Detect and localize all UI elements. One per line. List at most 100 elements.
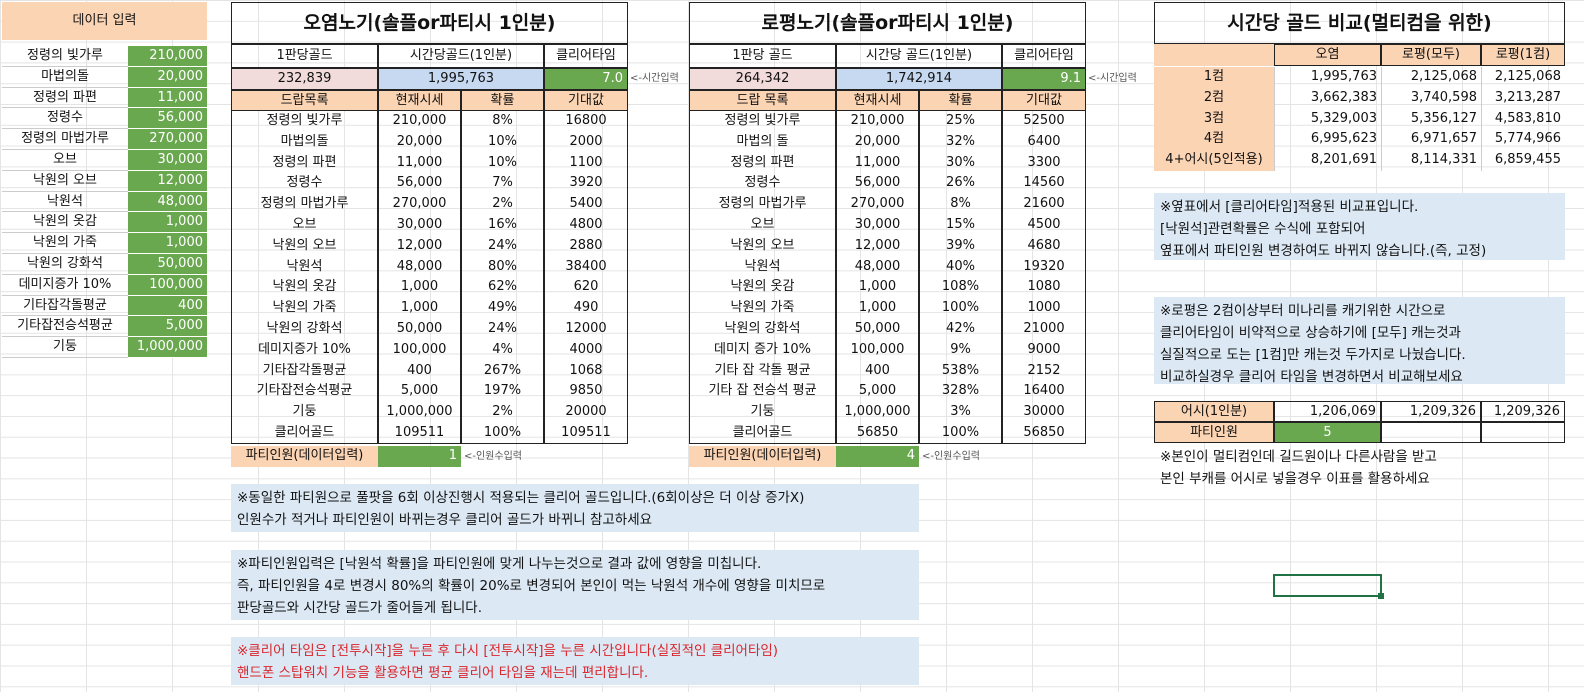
ropyeong-drop-cell: 50,000 [836,319,919,340]
ropyeong-drop-header: 기대값 [1002,90,1086,111]
compare-cell: 5,329,003 [1274,108,1381,130]
oyeom-drop-cell: 80% [461,256,544,278]
compare-cell: 5,356,127 [1381,108,1481,130]
oyeom-drop-cell: 낙원의 강화석 [231,319,378,340]
compare-cell: 3,740,598 [1381,87,1481,109]
oyeom-clear-time-input[interactable]: 7.0 [544,68,628,90]
oyeom-gold-per-run: 232,839 [231,68,378,90]
ropyeong-drop-cell: 1,000 [836,277,919,299]
oyeom-drop-cell: 오브 [231,215,378,236]
compare-cell: 2,125,068 [1381,67,1481,88]
assist-label: 어시(1인분) [1154,401,1274,422]
oyeom-drop-cell: 267% [461,360,544,382]
ropyeong-drop-cell: 오브 [689,215,836,236]
input-item-value[interactable]: 50,000 [128,254,207,275]
oyeom-drop-cell: 5400 [544,194,628,215]
input-item-value[interactable]: 11,000 [128,87,207,109]
note-line: 핸드폰 스탑워치 기능을 활용하면 평균 클리어 타임을 재는데 편리합니다. [237,665,649,681]
selected-cell[interactable] [1273,574,1382,597]
note-line: ※옆표에서 [클리어타임]적용된 비교표입니다. [1160,199,1419,215]
input-item-name: 낙원의 강화석 [2,254,128,275]
input-item-value[interactable]: 56,000 [128,108,207,130]
ropyeong-drop-cell: 15% [919,215,1002,236]
oyeom-drop-cell: 2% [461,402,544,423]
note-line: 클리어타임이 비약적으로 상승하기에 [모두] 캐는것과 [1160,325,1461,341]
oyeom-drop-cell: 4% [461,339,544,361]
input-item-value[interactable]: 1,000,000 [128,337,207,358]
oyeom-drop-cell: 1,000,000 [378,402,461,423]
ropyeong-drop-cell: 기둥 [689,402,836,423]
note-line: ※파티인원입력은 [낙원석 확률]을 파티인원에 맞게 나누는것으로 결과 값에… [237,556,762,572]
ropyeong-time-hint: <-시간입력 [1088,73,1137,84]
ropyeong-drop-header: 확률 [919,90,1002,111]
ropyeong-drop-cell: 56,000 [836,173,919,195]
ropyeong-drop-cell: 4680 [1002,235,1086,257]
ropyeong-drop-header: 현재시세 [836,90,919,111]
compare-col-header: 로평(모두) [1381,44,1481,66]
input-item-value[interactable]: 210,000 [128,46,207,67]
ropyeong-drop-cell: 56850 [836,423,919,444]
input-item-value[interactable]: 400 [128,295,207,317]
input-item-name: 오브 [2,150,128,171]
input-item-name: 정령의 빛가루 [2,46,128,67]
oyeom-drop-cell: 10% [461,131,544,153]
oyeom-drop-cell: 2000 [544,131,628,153]
input-item-value[interactable]: 30,000 [128,150,207,171]
fill-handle[interactable] [1378,593,1384,599]
ropyeong-drop-cell: 100,000 [836,339,919,361]
ropyeong-drop-cell: 210,000 [836,111,919,132]
input-item-value[interactable]: 20,000 [128,66,207,88]
ropyeong-drop-cell: 25% [919,111,1002,132]
ropyeong-drop-cell: 낙원의 옷감 [689,277,836,299]
input-item-name: 기둥 [2,337,128,358]
input-item-value[interactable]: 100,000 [128,274,207,296]
ropyeong-drop-cell: 8% [919,194,1002,215]
ropyeong-drop-cell: 기타 잡 각돌 평균 [689,360,836,382]
input-item-value[interactable]: 48,000 [128,191,207,213]
oyeom-party-input[interactable]: 1 [378,445,461,467]
input-item-name: 낙원의 오브 [2,171,128,192]
input-item-value[interactable]: 270,000 [128,129,207,150]
ropyeong-drop-cell: 100% [919,423,1002,444]
input-item-value[interactable]: 5,000 [128,316,207,338]
ropyeong-drop-cell: 1080 [1002,277,1086,299]
ropyeong-drop-cell: 19320 [1002,256,1086,278]
compare-note-1: ※옆표에서 [클리어타임]적용된 비교표입니다. [낙원석]관련확률은 수식에 … [1154,193,1565,260]
compare-cell: 6,995,623 [1274,129,1381,151]
note-line: 옆표에서 파티인원 변경하여도 바뀌지 않습니다.(즉, 고정) [1160,243,1487,259]
ropyeong-drop-cell: 낙원의 강화석 [689,319,836,340]
oyeom-drop-cell: 4000 [544,339,628,361]
ropyeong-col-header: 클리어타임 [1002,44,1086,68]
compare-cell: 3컴 [1154,108,1274,130]
ropyeong-drop-cell: 26% [919,173,1002,195]
compare-title: 시간당 골드 비교(멀티컴을 위한) [1154,2,1565,44]
compare-party-input[interactable]: 5 [1274,422,1381,443]
ropyeong-drop-cell: 40% [919,256,1002,278]
input-item-name: 기타잡전승석평균 [2,316,128,338]
input-item-value[interactable]: 1,000 [128,212,207,234]
oyeom-drop-cell: 7% [461,173,544,195]
ropyeong-clear-time-input[interactable]: 9.1 [1002,68,1086,90]
note-line: 실질적으로 도는 [1컴]만 캐는것 두가지로 나눴습니다. [1160,347,1466,363]
ropyeong-drop-cell: 클리어골드 [689,423,836,444]
compare-cell: 8,114,331 [1381,150,1481,171]
note-line: 비교하실경우 클리어 타임을 변경하면서 비교해보세요 [1160,369,1463,384]
oyeom-drop-header: 현재시세 [378,90,461,111]
compare-cell: 8,201,691 [1274,150,1381,171]
ropyeong-drop-cell: 56850 [1002,423,1086,444]
oyeom-drop-cell: 4800 [544,215,628,236]
note-line: ※동일한 파티원으로 풀팟을 6회 이상진행시 적용되는 클리어 골드입니다.(… [237,490,805,506]
ropyeong-drop-cell: 낙원의 가죽 [689,298,836,319]
oyeom-drop-header: 기대값 [544,90,628,111]
ropyeong-party-input[interactable]: 4 [836,445,919,467]
oyeom-col-header: 클리어타임 [544,44,628,68]
note-line: 판당골드와 시간당 골드가 줄어들게 됩니다. [237,600,483,616]
oyeom-drop-cell: 109511 [544,423,628,444]
ropyeong-drop-cell: 21000 [1002,319,1086,340]
ropyeong-drop-cell: 30,000 [836,215,919,236]
input-item-value[interactable]: 12,000 [128,170,207,192]
ropyeong-col-header: 시간당 골드(1인분) [836,44,1002,68]
input-item-value[interactable]: 1,000 [128,233,207,254]
oyeom-drop-cell: 3920 [544,173,628,195]
ropyeong-drop-cell: 42% [919,319,1002,340]
